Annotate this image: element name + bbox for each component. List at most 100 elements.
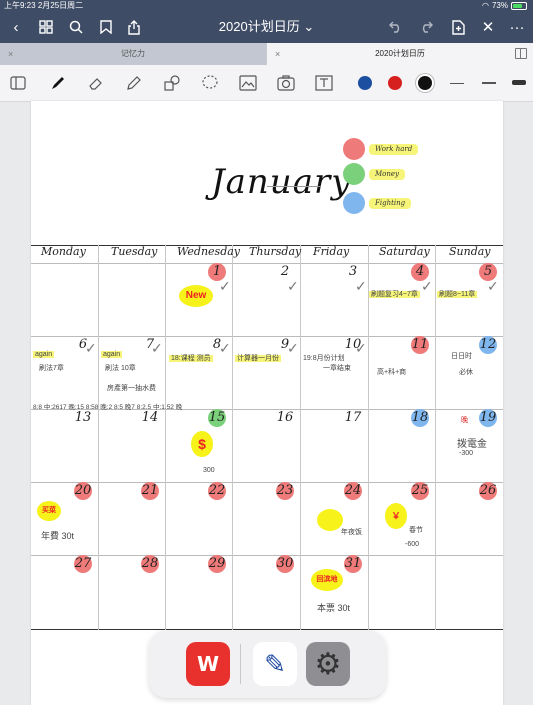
day-cell[interactable]: 30: [232, 555, 300, 581]
day-cell[interactable]: 8: [165, 337, 232, 362]
checkmark-icon: ✓: [85, 341, 97, 357]
close-icon[interactable]: ✕: [481, 19, 495, 36]
day-cell[interactable]: 14: [98, 410, 165, 435]
checkmark-icon: ✓: [421, 279, 433, 295]
back-icon[interactable]: ‹: [13, 18, 19, 36]
note-text: 刷题复习4~7章: [369, 291, 420, 298]
day-number: 25: [411, 482, 429, 500]
redo-icon[interactable]: [416, 17, 436, 37]
day-number: 5: [479, 263, 497, 281]
image-icon[interactable]: [238, 73, 258, 93]
grid-line: [98, 245, 99, 630]
battery-icon: [511, 1, 527, 10]
day-cell[interactable]: 19: [435, 409, 503, 435]
day-number: 20: [74, 482, 92, 500]
day-cell[interactable]: 10: [300, 337, 368, 362]
battery-fill: [513, 3, 522, 8]
day-cell[interactable]: 20: [31, 482, 98, 508]
day-number: 4: [411, 263, 429, 281]
grid-line: [31, 555, 503, 556]
day-cell[interactable]: 13: [31, 410, 98, 435]
camera-icon[interactable]: [276, 73, 296, 93]
split-view-icon[interactable]: [515, 48, 527, 59]
eraser-icon[interactable]: [86, 73, 106, 93]
notebook-page[interactable]: January Work hard Money Fighting Monday …: [31, 101, 503, 705]
tab-memory[interactable]: × 记忆力: [0, 43, 266, 65]
note: 19:8月份计划: [303, 353, 345, 363]
more-icon[interactable]: ···: [509, 18, 525, 36]
note: -600: [405, 541, 419, 548]
weekday-tuesday: Tuesday: [111, 245, 158, 258]
day-cell[interactable]: 25: [368, 482, 435, 508]
medium-line-icon[interactable]: [482, 82, 496, 84]
day-cell[interactable]: 9: [232, 337, 300, 362]
search-icon[interactable]: [66, 17, 86, 37]
legend-item: Money: [343, 163, 405, 185]
day-cell[interactable]: 24: [300, 482, 368, 508]
grid-line: [31, 245, 503, 246]
thin-line-icon[interactable]: [450, 83, 464, 84]
shapes-icon[interactable]: [162, 73, 182, 93]
tab-close-icon[interactable]: ×: [275, 49, 281, 59]
share-icon[interactable]: [124, 17, 144, 37]
document-title[interactable]: 2020计划日历 ⌄: [218, 19, 315, 34]
grid-line: [368, 245, 369, 630]
undo-icon[interactable]: [386, 17, 406, 37]
document-title-wrap: 2020计划日历 ⌄: [0, 11, 533, 43]
day-cell[interactable]: 6: [31, 337, 98, 362]
notes-app-icon[interactable]: ✎: [253, 642, 297, 686]
day-number: 26: [479, 482, 497, 500]
day-cell[interactable]: 16: [232, 410, 300, 435]
add-page-icon[interactable]: [448, 17, 468, 37]
note: 300: [203, 467, 215, 474]
legend-item: Work hard: [343, 138, 419, 160]
day-cell[interactable]: 29: [165, 555, 232, 581]
tab-calendar[interactable]: × 2020计划日历: [267, 43, 533, 65]
status-time: 上午9:23: [4, 1, 36, 10]
day-cell[interactable]: 23: [232, 482, 300, 508]
day-cell[interactable]: 12: [435, 336, 503, 362]
bookmark-icon[interactable]: [96, 17, 116, 37]
highlighter-icon[interactable]: [124, 73, 144, 93]
note: 年費 30t: [41, 529, 74, 542]
note: 一章结束: [323, 363, 351, 373]
note-text: 年費 30t: [41, 531, 75, 541]
color-blue[interactable]: [358, 76, 372, 90]
thick-line-icon[interactable]: [512, 80, 526, 85]
color-black[interactable]: [418, 76, 432, 90]
color-red[interactable]: [388, 76, 402, 90]
day-cell[interactable]: 22: [165, 482, 232, 508]
sidebar-icon[interactable]: [8, 73, 28, 93]
status-right: ◠ 73%: [482, 0, 527, 11]
day-number: 1: [208, 263, 226, 281]
grid-line: [165, 245, 166, 630]
note-text: 年夜饭: [341, 529, 362, 536]
day-cell[interactable]: 11: [368, 336, 435, 362]
day-cell[interactable]: 27: [31, 555, 98, 581]
text-icon[interactable]: [314, 73, 334, 93]
lasso-icon[interactable]: [200, 73, 220, 93]
pen-icon[interactable]: [48, 73, 68, 93]
tab-close-icon[interactable]: ×: [8, 49, 14, 59]
day-cell[interactable]: 5: [435, 263, 503, 289]
day-cell[interactable]: 17: [300, 410, 368, 435]
day-cell[interactable]: 31: [300, 555, 368, 581]
day-cell[interactable]: 3: [300, 264, 368, 289]
top-bar: 2020计划日历 ⌄ ‹ ✕ ···: [0, 11, 533, 43]
day-cell[interactable]: 7: [98, 337, 165, 362]
day-cell[interactable]: 15: [165, 409, 232, 435]
day-number: 15: [208, 409, 226, 427]
day-cell[interactable]: 4: [368, 263, 435, 289]
day-cell[interactable]: 21: [98, 482, 165, 508]
day-cell[interactable]: 28: [98, 555, 165, 581]
day-cell[interactable]: 26: [435, 482, 503, 508]
settings-app-icon[interactable]: ⚙: [306, 642, 350, 686]
day-cell[interactable]: 1: [165, 263, 232, 289]
wps-app-icon[interactable]: W: [186, 642, 230, 686]
day-cell[interactable]: 18: [368, 409, 435, 435]
note-text: 18:课程 测员: [169, 355, 213, 362]
note-text: 春节: [409, 527, 423, 534]
grid-icon[interactable]: [36, 17, 56, 37]
day-cell[interactable]: 2: [232, 264, 300, 289]
day-number: 22: [208, 482, 226, 500]
